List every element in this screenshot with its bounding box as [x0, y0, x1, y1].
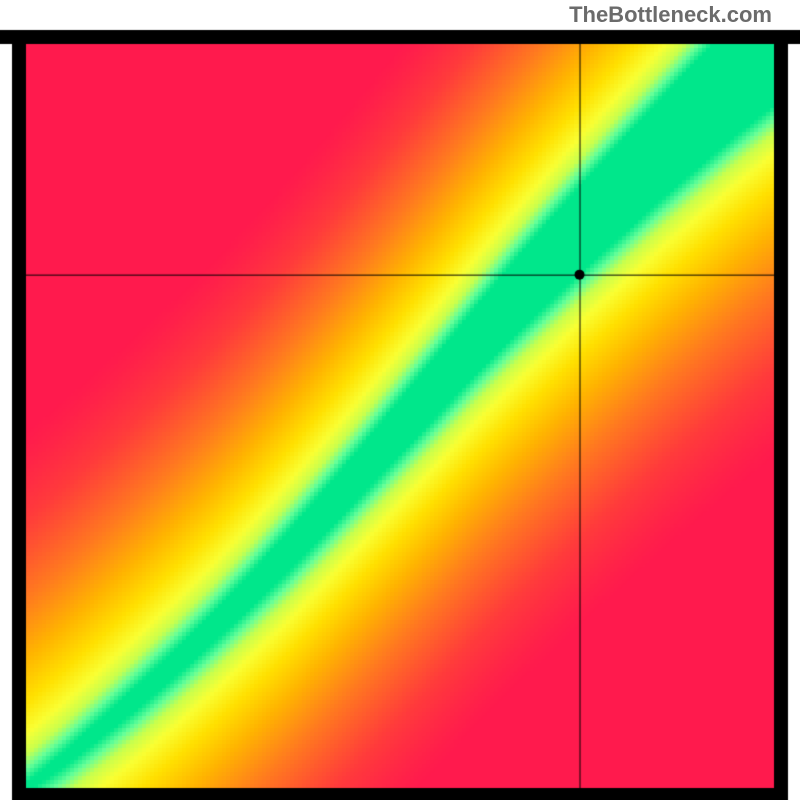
heatmap-canvas: [0, 0, 800, 800]
chart-container: TheBottleneck.com: [0, 0, 800, 800]
watermark-text: TheBottleneck.com: [569, 2, 772, 28]
